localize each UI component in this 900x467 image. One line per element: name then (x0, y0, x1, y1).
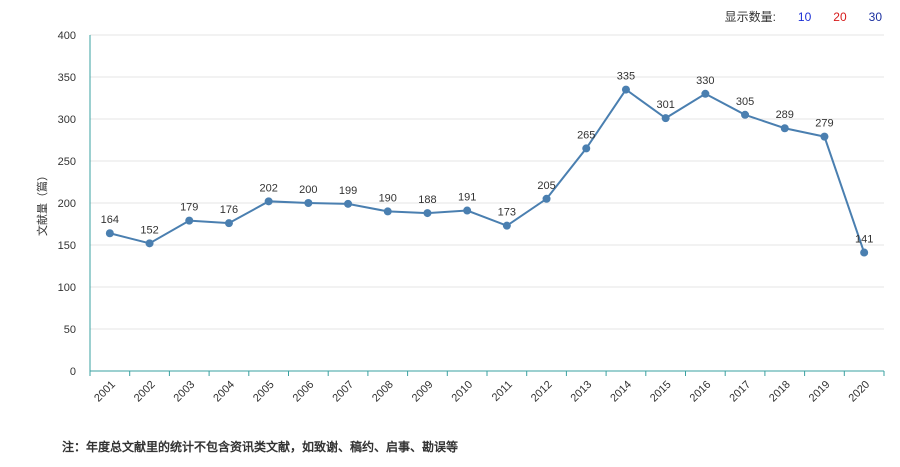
data-label: 173 (498, 207, 516, 219)
x-tick-label: 2001 (92, 379, 118, 405)
data-point (383, 207, 392, 216)
x-tick-label: 2013 (569, 379, 595, 405)
data-point (780, 124, 789, 133)
data-label: 188 (418, 194, 436, 206)
y-tick-label: 350 (58, 72, 76, 84)
display-count-option-30[interactable]: 30 (868, 9, 882, 24)
data-label: 141 (855, 234, 873, 246)
data-label: 301 (656, 99, 674, 111)
y-tick-label: 100 (58, 282, 76, 294)
x-tick-label: 2015 (648, 379, 674, 405)
data-point (423, 209, 432, 218)
data-point (582, 144, 591, 153)
data-label: 179 (180, 202, 198, 214)
data-label: 152 (140, 224, 158, 236)
x-tick-label: 2009 (410, 379, 436, 405)
x-tick-label: 2004 (211, 379, 237, 405)
data-point (502, 221, 511, 230)
x-tick-label: 2008 (370, 379, 396, 405)
data-label: 190 (379, 192, 397, 204)
data-point (621, 85, 630, 94)
series-line (109, 88, 866, 253)
x-tick-label: 2010 (449, 379, 475, 405)
y-axis-title: 文献量（篇） (35, 170, 49, 236)
data-point (701, 89, 710, 98)
x-tick-label: 2020 (846, 379, 872, 405)
data-label: 191 (458, 192, 476, 204)
x-tick-label: 2011 (490, 379, 515, 404)
data-label: 330 (696, 75, 714, 87)
data-point (264, 197, 273, 206)
y-tick-label: 250 (58, 156, 76, 168)
x-tick-label: 2007 (330, 379, 356, 405)
data-point (105, 229, 114, 238)
y-tick-label: 200 (58, 198, 76, 210)
data-point (344, 199, 353, 208)
data-point (185, 216, 194, 225)
x-tick-label: 2019 (807, 379, 833, 405)
x-tick-label: 2006 (291, 379, 317, 405)
x-tick-label: 2018 (767, 379, 793, 405)
data-label: 164 (101, 214, 119, 226)
data-label: 202 (259, 182, 277, 194)
data-label: 265 (577, 129, 595, 141)
data-label: 335 (617, 71, 635, 83)
data-label: 205 (537, 180, 555, 192)
data-point (860, 248, 869, 257)
data-point (145, 239, 154, 248)
data-point (304, 199, 313, 207)
data-label: 305 (736, 96, 754, 108)
display-count-option-10[interactable]: 10 (797, 9, 812, 24)
y-tick-label: 0 (70, 366, 76, 378)
data-point (463, 206, 472, 215)
y-tick-label: 50 (64, 324, 76, 336)
x-tick-label: 2014 (608, 379, 634, 405)
data-label: 200 (299, 184, 317, 196)
data-point (224, 219, 233, 228)
x-tick-label: 2002 (132, 379, 158, 405)
x-tick-label: 2005 (251, 379, 277, 405)
x-tick-label: 2003 (172, 379, 198, 405)
data-point (542, 194, 551, 203)
x-tick-label: 2016 (688, 379, 714, 405)
display-count-bar: 显示数量: 10 20 30 (725, 8, 882, 25)
data-point (820, 132, 829, 141)
data-point (661, 114, 670, 123)
display-count-label: 显示数量: (724, 10, 776, 24)
data-label: 176 (220, 204, 238, 216)
y-tick-label: 400 (58, 30, 76, 42)
data-label: 289 (776, 109, 794, 121)
data-label: 279 (815, 118, 833, 130)
y-tick-label: 300 (58, 114, 76, 126)
x-tick-label: 2012 (529, 379, 555, 405)
x-tick-label: 2017 (727, 379, 753, 405)
display-count-option-20[interactable]: 20 (833, 9, 847, 24)
footnote: 注：年度总文献里的统计不包含资讯类文献，如致谢、稿约、启事、勘误等 (62, 440, 459, 454)
data-label: 199 (339, 185, 357, 197)
y-tick-label: 150 (58, 240, 76, 252)
data-point (741, 110, 750, 119)
line-chart: 0 50 100 150 200 250 300 350 400 2001 2002 2003 2004… (35, 30, 885, 405)
